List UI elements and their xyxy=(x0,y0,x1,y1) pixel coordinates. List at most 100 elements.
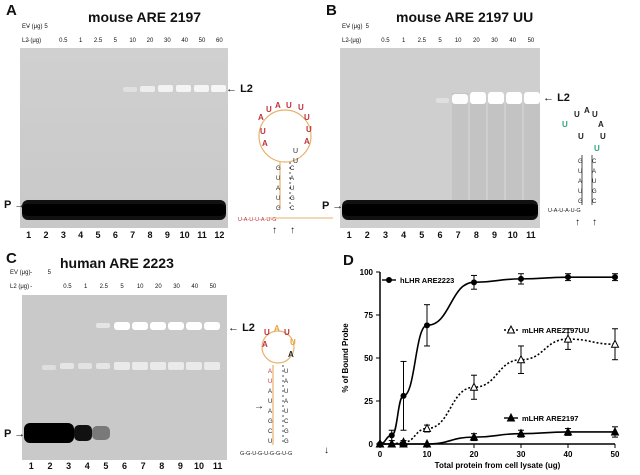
arrow-left-icon: ← xyxy=(543,92,554,104)
panel-b-ev-row: -5 xyxy=(340,24,540,34)
b-l2-9: 30 xyxy=(491,38,498,44)
c-l2-10: 40 xyxy=(191,284,199,290)
svg-text:G: G xyxy=(578,159,583,165)
c-lane-5: 5 xyxy=(103,461,109,471)
b-l2-5: 2.5 xyxy=(417,38,426,44)
panel-a-l2-marker: ← L2 xyxy=(226,83,253,95)
c-lane-6: 6 xyxy=(121,461,127,471)
svg-text:A: A xyxy=(304,137,310,146)
b-lane-7: 7 xyxy=(455,230,461,240)
svg-text:U: U xyxy=(298,103,304,112)
legend-label: mLHR ARE2197UU xyxy=(522,326,589,335)
svg-text:U: U xyxy=(304,113,310,122)
y-tick-label: 100 xyxy=(360,268,374,277)
svg-text:U: U xyxy=(306,125,312,134)
c-l2-9: 30 xyxy=(173,284,180,290)
b-l2-7: 10 xyxy=(454,38,462,44)
svg-text:C: C xyxy=(268,429,273,435)
svg-text:U: U xyxy=(592,179,596,185)
panel-c-p-marker-label: P xyxy=(4,428,12,440)
svg-text:A: A xyxy=(290,176,294,182)
b-lane-1: 1 xyxy=(346,230,352,240)
data-point xyxy=(422,438,432,448)
svg-text:A: A xyxy=(598,120,604,129)
panel-a-l2-label: L2 (μg) xyxy=(22,38,42,44)
svg-text:U: U xyxy=(268,439,272,445)
c-l2-4: 1 xyxy=(83,284,88,290)
panel-d-letter: D xyxy=(343,252,354,269)
b-ev-2: 5 xyxy=(365,24,369,30)
data-point xyxy=(469,382,479,391)
c-lane-4: 4 xyxy=(84,461,90,471)
panel-c-p-marker: P → xyxy=(4,428,25,440)
panel-b-p-marker: P → xyxy=(322,200,343,212)
data-point xyxy=(387,438,397,448)
a-lane-11: 11 xyxy=(197,230,207,240)
arrow-up-icon: ↑ xyxy=(290,225,295,235)
svg-text:A: A xyxy=(288,350,294,359)
b-lane-11: 11 xyxy=(526,230,536,240)
y-tick-label: 0 xyxy=(369,440,374,449)
legend-marker xyxy=(506,412,516,422)
data-point xyxy=(471,279,477,286)
c-l2-3: 0.5 xyxy=(63,284,72,290)
data-point xyxy=(563,426,573,436)
c-l2-6: 5 xyxy=(120,284,124,290)
b-ev-1: - xyxy=(348,24,351,30)
panel-c-gel-image xyxy=(22,295,227,460)
a-lane-8: 8 xyxy=(147,230,153,240)
svg-text:U: U xyxy=(268,379,272,385)
svg-text:G: G xyxy=(276,166,281,172)
svg-text:C: C xyxy=(592,199,597,205)
a-l2-8: 20 xyxy=(146,38,154,44)
b-lane-6: 6 xyxy=(437,230,443,240)
panel-b-gel xyxy=(340,48,540,228)
panel-c-ev-label: EV (μg) xyxy=(10,270,31,276)
arrow-right-icon: → xyxy=(332,200,344,212)
a-lane-2: 2 xyxy=(43,230,49,240)
svg-text:U: U xyxy=(293,158,298,165)
b-lane-2: 2 xyxy=(364,230,370,240)
arrow-up-icon: ↑ xyxy=(592,217,597,228)
binding-chart: 0 25 50 75 100 0 10 20 30 40 50 % of Bound Probe Tot… xyxy=(341,268,620,470)
svg-text:U: U xyxy=(284,389,288,395)
arrow-down-icon: ↓ xyxy=(324,445,329,456)
arrow-right-icon: → xyxy=(14,428,26,440)
svg-text:U: U xyxy=(260,127,266,136)
panel-b-l2-label: L2 (μg) xyxy=(342,38,362,44)
data-point xyxy=(518,275,524,282)
a-lane-9: 9 xyxy=(164,230,170,240)
panel-a-l2-marker-label: L2 xyxy=(240,83,253,95)
svg-text:G: G xyxy=(276,206,281,212)
data-point xyxy=(400,392,407,399)
series-line-1 xyxy=(380,338,616,445)
panel-a-ev-row: -5 xyxy=(20,24,228,34)
svg-text:A: A xyxy=(268,409,272,415)
b-lane-4: 4 xyxy=(401,230,407,240)
c-l2-1: - xyxy=(30,284,33,290)
a-lane-7: 7 xyxy=(130,230,136,240)
panel-b-title: mouse ARE 2197 UU xyxy=(396,9,534,25)
panel-c-lane-numbers: 1 2 3 4 5 6 7 8 9 10 11 xyxy=(22,461,227,473)
svg-text:A: A xyxy=(578,179,582,185)
x-tick-label: 20 xyxy=(470,450,479,459)
arrow-right-icon: → xyxy=(14,199,26,211)
legend-label: hLHR ARE2223 xyxy=(400,276,454,285)
panel-a-ev-label: EV (μg) xyxy=(22,24,43,30)
a-l2-9: 30 xyxy=(163,38,171,44)
panel-c-title: human ARE 2223 xyxy=(60,255,174,271)
svg-text:U: U xyxy=(578,169,582,175)
a-lane-1: 1 xyxy=(26,230,32,240)
svg-text:C: C xyxy=(592,159,597,165)
series-line-2 xyxy=(380,431,615,445)
svg-text:U: U xyxy=(284,369,288,375)
panel-a-p-marker-label: P xyxy=(4,199,12,211)
c-lane-10: 10 xyxy=(194,461,205,471)
c-l2-7: 10 xyxy=(136,284,144,290)
b-l2-8: 20 xyxy=(473,38,480,44)
a-lane-4: 4 xyxy=(78,230,84,240)
b-lane-10: 10 xyxy=(507,230,518,240)
panel-b-ev-label: EV (μg) xyxy=(342,24,363,30)
data-point xyxy=(516,354,526,364)
